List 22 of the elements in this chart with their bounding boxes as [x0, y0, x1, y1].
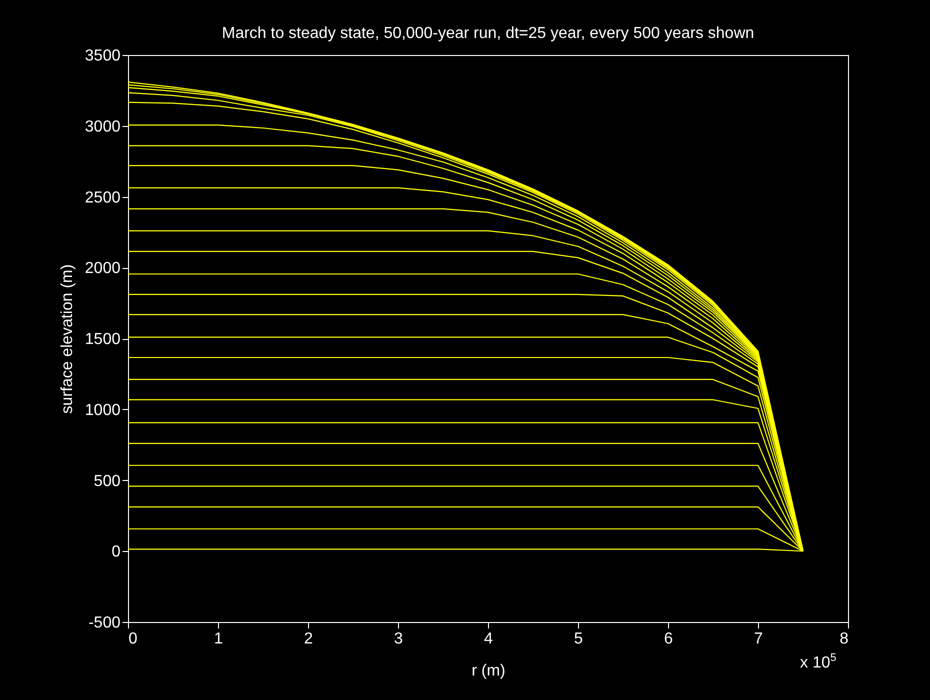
- x-tick-label: 4: [484, 630, 494, 648]
- y-tick-label: 2500: [84, 189, 121, 206]
- y-tick-label: -500: [88, 614, 121, 632]
- x-axis-title: r (m): [472, 662, 506, 680]
- y-tick-label: 3000: [84, 118, 121, 136]
- y-tick-label: 500: [94, 472, 121, 490]
- y-tick-label: 2000: [84, 260, 121, 278]
- x-tick-label: 1: [214, 630, 224, 648]
- x-tick-label: 5: [574, 630, 584, 648]
- x-tick-label: 8: [840, 630, 849, 648]
- y-tick-label: 1500: [84, 331, 121, 348]
- text: x 10$^{5}$: [800, 652, 836, 672]
- chart-title: March to steady state, 50,000-year run, dt=25 year, every 500 years shown: [222, 25, 754, 42]
- x-tick-label: 2: [304, 630, 314, 648]
- y-tick-label: 1000: [84, 402, 121, 419]
- y-tick-label: 3500: [84, 48, 121, 64]
- x-tick-label: 7: [754, 630, 764, 648]
- y-tick-label: 0: [112, 544, 121, 561]
- x-tick-label: 0: [128, 630, 138, 648]
- x-tick-label: 6: [664, 630, 674, 648]
- x-tick-label: 3: [394, 630, 404, 648]
- y-axis-title: surface elevation (m): [58, 264, 76, 414]
